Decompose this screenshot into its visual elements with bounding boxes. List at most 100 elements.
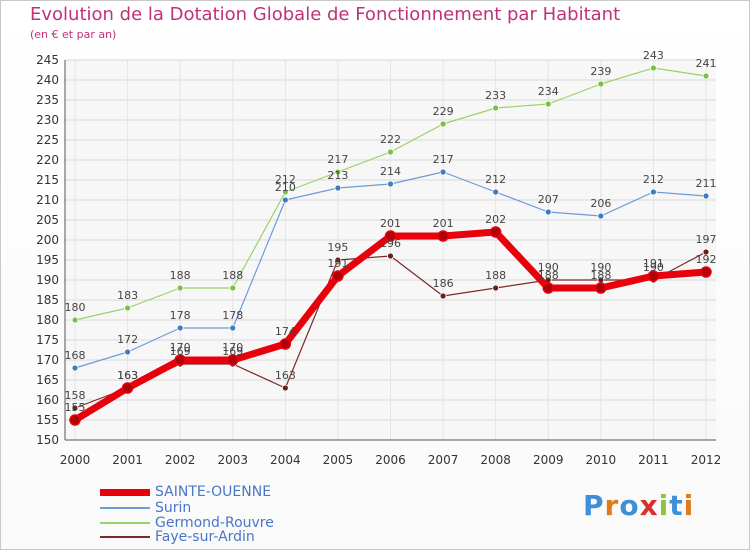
data-point <box>71 316 79 324</box>
data-label: 155 <box>65 401 86 414</box>
logo-letter: r <box>604 489 620 522</box>
legend-item-surin: Surin <box>100 500 191 516</box>
data-point <box>334 168 342 176</box>
data-label: 217 <box>327 153 348 166</box>
x-tick-label: 2009 <box>533 453 564 467</box>
logo-letter: P <box>583 489 605 522</box>
data-label: 196 <box>380 237 401 250</box>
data-point <box>489 226 502 238</box>
y-tick-label: 215 <box>36 173 59 187</box>
legend-swatch <box>100 536 150 538</box>
data-point <box>439 120 447 128</box>
data-point <box>492 104 500 112</box>
data-point <box>229 284 237 292</box>
data-label: 210 <box>275 181 296 194</box>
data-label: 212 <box>275 173 296 186</box>
data-label: 183 <box>117 289 138 302</box>
data-point <box>281 196 289 204</box>
x-tick-label: 2010 <box>586 453 617 467</box>
data-point <box>597 80 605 88</box>
legend-swatch <box>100 507 150 509</box>
y-tick-label: 190 <box>36 273 59 287</box>
proxiti-logo: Proxiti <box>583 489 694 522</box>
data-point <box>702 248 710 256</box>
y-tick-label: 160 <box>36 393 59 407</box>
data-label: 188 <box>222 269 243 282</box>
data-point <box>334 256 342 264</box>
y-tick-label: 185 <box>36 293 59 307</box>
legend-item-faye-sur-ardin: Faye-sur-Ardin <box>100 529 255 545</box>
grid <box>65 59 716 441</box>
data-label: 239 <box>590 65 611 78</box>
y-tick-label: 175 <box>36 333 59 347</box>
data-point <box>544 100 552 108</box>
data-point <box>281 384 289 392</box>
y-tick-label: 180 <box>36 313 59 327</box>
data-point <box>227 354 239 366</box>
data-point <box>542 282 554 294</box>
data-label: 170 <box>222 341 243 354</box>
data-point <box>124 348 131 356</box>
data-point <box>332 270 344 282</box>
data-label: 190 <box>538 261 559 274</box>
y-tick-label: 240 <box>36 73 59 87</box>
data-point <box>702 192 710 200</box>
y-tick-label: 195 <box>36 253 59 267</box>
data-point <box>279 338 292 350</box>
data-point <box>700 266 712 278</box>
data-point <box>281 188 289 196</box>
y-tick-label: 245 <box>36 53 59 67</box>
data-point <box>229 324 237 332</box>
y-tick-label: 220 <box>36 153 59 167</box>
data-point <box>597 212 605 220</box>
legend-label: Faye-sur-Ardin <box>155 529 255 545</box>
data-point <box>647 270 660 282</box>
data-label: 169 <box>170 345 191 358</box>
chart-title: Evolution de la Dotation Globale de Fonc… <box>30 4 621 25</box>
data-label: 191 <box>643 257 664 270</box>
data-label: 217 <box>433 153 454 166</box>
logo-letter: i <box>683 489 695 522</box>
data-label: 163 <box>117 369 138 382</box>
data-label: 234 <box>538 85 559 98</box>
data-label: 163 <box>117 369 138 382</box>
data-label: 188 <box>170 269 191 282</box>
y-tick-label: 150 <box>36 433 59 447</box>
data-label: 174 <box>275 325 296 338</box>
data-labels: 155 163 170 170 174 191 201 201 202 188 188 191 192 1… <box>65 49 717 414</box>
x-tick-label: 2001 <box>112 453 143 467</box>
data-label: 188 <box>485 269 506 282</box>
x-tick-label: 2004 <box>270 453 301 467</box>
y-tick-label: 205 <box>36 213 59 227</box>
y-tick-label: 210 <box>36 193 59 207</box>
logo-letter: i <box>658 489 670 522</box>
data-point <box>492 188 500 196</box>
data-label: 180 <box>65 301 86 314</box>
data-point <box>121 382 134 394</box>
legend-swatch <box>100 522 150 524</box>
data-label: 206 <box>590 197 611 210</box>
y-tick-label: 200 <box>36 233 59 247</box>
data-point <box>387 180 394 188</box>
data-label: 233 <box>485 89 506 102</box>
data-point <box>544 208 552 216</box>
data-label: 222 <box>380 133 401 146</box>
data-label: 190 <box>590 261 611 274</box>
logo-letter: x <box>639 489 659 522</box>
data-point <box>69 414 81 426</box>
data-point <box>437 230 449 242</box>
y-tick-label: 170 <box>36 353 59 367</box>
data-point <box>702 72 710 80</box>
y-tick-label: 230 <box>36 113 59 127</box>
axes: 1501551601651701751801851901952002052102… <box>36 53 721 467</box>
data-point <box>387 148 394 156</box>
data-point <box>439 292 447 300</box>
data-point <box>176 284 184 292</box>
data-label: 192 <box>696 253 717 266</box>
data-point <box>71 404 79 412</box>
data-label: 211 <box>696 177 717 190</box>
legend-item-germond-rouvre: Germond-Rouvre <box>100 515 274 531</box>
data-label: 201 <box>380 217 401 230</box>
data-point <box>384 230 397 242</box>
